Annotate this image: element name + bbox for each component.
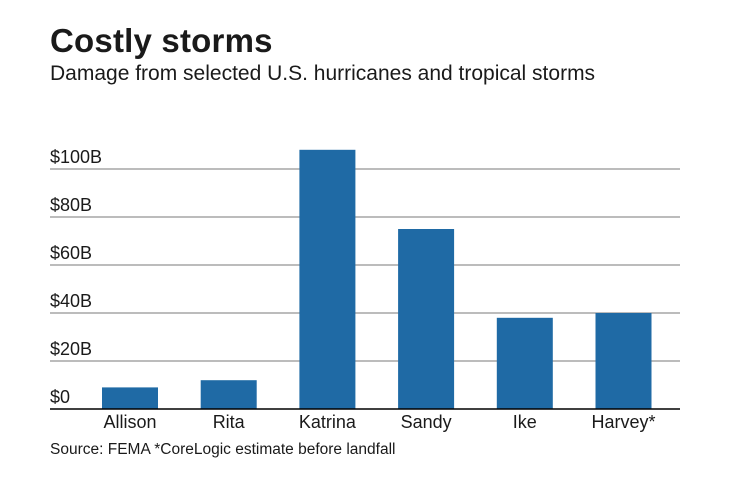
y-tick-label: $0 xyxy=(50,387,70,407)
x-tick-label: Rita xyxy=(213,412,246,432)
bar-katrina xyxy=(299,149,356,410)
x-tick-label: Allison xyxy=(103,412,156,432)
gridlines xyxy=(50,168,680,362)
y-tick-label: $100B xyxy=(50,147,102,167)
y-tick-label: $40B xyxy=(50,291,92,311)
x-tick-label: Sandy xyxy=(401,412,452,432)
x-tick-label: Ike xyxy=(513,412,537,432)
y-tick-label: $60B xyxy=(50,243,92,263)
x-tick-label: Katrina xyxy=(299,412,357,432)
bar-rita xyxy=(200,380,257,409)
bar-harvey xyxy=(595,313,652,409)
x-tick-label: Harvey* xyxy=(591,412,655,432)
bars xyxy=(102,149,652,410)
y-tick-label: $80B xyxy=(50,195,92,215)
bar-sandy xyxy=(398,229,455,409)
bar-ike xyxy=(496,317,553,409)
source-note: Source: FEMA *CoreLogic estimate before … xyxy=(50,441,396,458)
y-axis-tick-labels: $0 $20B $40B $60B $80B $100B xyxy=(50,147,102,407)
bar-allison xyxy=(102,387,158,409)
y-tick-label: $20B xyxy=(50,339,92,359)
chart-title: Costly storms xyxy=(50,22,273,59)
chart-subtitle: Damage from selected U.S. hurricanes and… xyxy=(50,62,596,85)
x-axis-tick-labels: Allison Rita Katrina Sandy Ike Harvey* xyxy=(103,412,655,432)
